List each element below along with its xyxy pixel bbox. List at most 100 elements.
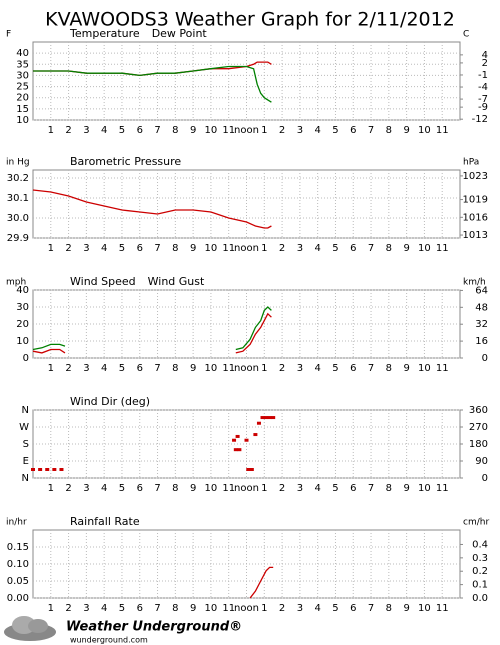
- x-tick-label: 2: [65, 243, 71, 254]
- data-point: [260, 416, 265, 420]
- x-tick-label: 4: [314, 483, 320, 494]
- data-point: [59, 468, 64, 471]
- data-point: [52, 468, 57, 471]
- x-tick-label: 7: [154, 603, 160, 614]
- y-tick-label: 30: [16, 70, 29, 81]
- x-tick-label: 4: [101, 243, 107, 254]
- x-tick-label: 11: [222, 603, 235, 614]
- y2-tick-label: -12: [472, 114, 488, 125]
- x-tick-label: 2: [65, 603, 71, 614]
- x-tick-label: 11: [436, 243, 449, 254]
- data-line: [32, 312, 272, 354]
- y-tick-label: 0.10: [7, 559, 29, 570]
- x-tick-label: 1: [261, 483, 267, 494]
- x-tick-label: noon: [234, 603, 259, 614]
- data-point: [237, 448, 242, 452]
- legend-entry: Wind Gust: [148, 275, 205, 288]
- y-tick-label: 40: [16, 48, 29, 59]
- x-tick-label: 7: [154, 363, 160, 374]
- y2-tick-label: 0.4: [472, 539, 488, 550]
- x-tick-label: 10: [418, 483, 431, 494]
- x-tick-label: 2: [279, 483, 285, 494]
- y2-tick-label: 90: [475, 456, 488, 467]
- x-tick-label: 5: [332, 603, 338, 614]
- legend-entry: Rainfall Rate: [70, 515, 140, 528]
- page-title: KVAWOODS3 Weather Graph for 2/11/2012: [45, 9, 455, 31]
- y2-axis-label: C: [463, 30, 469, 40]
- data-point: [235, 434, 240, 438]
- legend-entry: Dew Point: [152, 27, 208, 40]
- data-point: [45, 468, 50, 471]
- data-line: [32, 306, 272, 351]
- y2-axis-label: hPa: [463, 158, 479, 168]
- y2-tick-label: 32: [475, 319, 488, 330]
- y-tick-label: N: [22, 473, 29, 484]
- x-tick-label: 10: [205, 125, 218, 136]
- x-tick-label: 10: [418, 603, 431, 614]
- y2-tick-label: 1013: [463, 230, 488, 241]
- x-tick-label: 3: [83, 603, 89, 614]
- x-tick-label: 10: [205, 603, 218, 614]
- y2-axis-label: cm/hr: [463, 518, 489, 528]
- x-tick-label: 3: [297, 483, 303, 494]
- x-tick-label: 8: [386, 243, 392, 254]
- y-tick-label: 10: [16, 336, 29, 347]
- legend-entry: Wind Speed: [70, 275, 136, 288]
- y-tick-label: 20: [16, 319, 29, 330]
- x-tick-label: 11: [222, 483, 235, 494]
- x-tick-label: 11: [222, 125, 235, 136]
- legend-entry: Temperature: [69, 27, 140, 40]
- data-point: [38, 468, 43, 471]
- x-tick-label: 7: [368, 363, 374, 374]
- x-tick-label: 8: [386, 125, 392, 136]
- y2-tick-label: -1: [478, 70, 488, 81]
- y-tick-label: 0: [23, 353, 29, 364]
- x-tick-label: 6: [350, 603, 356, 614]
- x-tick-label: 7: [154, 125, 160, 136]
- data-line: [33, 65, 272, 103]
- x-tick-label: 10: [205, 243, 218, 254]
- x-tick-label: 10: [205, 363, 218, 374]
- y-axis-label: in/hr: [6, 518, 27, 528]
- x-tick-label: 3: [297, 603, 303, 614]
- x-tick-label: 8: [172, 483, 178, 494]
- x-tick-label: 1: [48, 243, 54, 254]
- x-tick-label: noon: [234, 483, 259, 494]
- x-tick-label: 4: [101, 125, 107, 136]
- x-tick-label: 10: [418, 363, 431, 374]
- data-point: [244, 438, 249, 442]
- legend-entry: Barometric Pressure: [70, 155, 181, 168]
- x-tick-label: 8: [172, 125, 178, 136]
- y-tick-label: 35: [16, 59, 29, 70]
- x-tick-label: 2: [65, 363, 71, 374]
- data-point: [246, 468, 251, 471]
- x-tick-label: 11: [436, 483, 449, 494]
- data-point: [31, 468, 35, 471]
- legend-entry: Wind Dir (deg): [70, 395, 150, 408]
- x-tick-label: 7: [368, 125, 374, 136]
- x-tick-label: 1: [48, 483, 54, 494]
- y2-tick-label: 0: [482, 353, 488, 364]
- x-tick-label: noon: [234, 125, 259, 136]
- data-point: [253, 433, 258, 437]
- x-tick-label: 4: [314, 603, 320, 614]
- x-tick-label: 3: [297, 363, 303, 374]
- y2-tick-label: 360: [469, 405, 488, 416]
- x-tick-label: 1: [48, 603, 54, 614]
- y-axis-label: mph: [6, 278, 26, 288]
- x-tick-label: 4: [314, 363, 320, 374]
- x-tick-label: 9: [403, 603, 409, 614]
- y2-tick-label: 270: [469, 422, 488, 433]
- data-point: [264, 416, 269, 420]
- x-tick-label: 11: [436, 125, 449, 136]
- x-tick-label: 6: [137, 483, 143, 494]
- y2-tick-label: 0.3: [472, 553, 488, 564]
- y2-tick-label: 1016: [463, 212, 488, 223]
- data-point: [249, 468, 254, 471]
- y2-tick-label: 1019: [463, 195, 488, 206]
- y2-tick-label: -7: [478, 94, 488, 105]
- y-tick-label: 0.05: [7, 576, 29, 587]
- x-tick-label: 3: [83, 125, 89, 136]
- x-tick-label: 1: [261, 363, 267, 374]
- x-tick-label: 8: [386, 603, 392, 614]
